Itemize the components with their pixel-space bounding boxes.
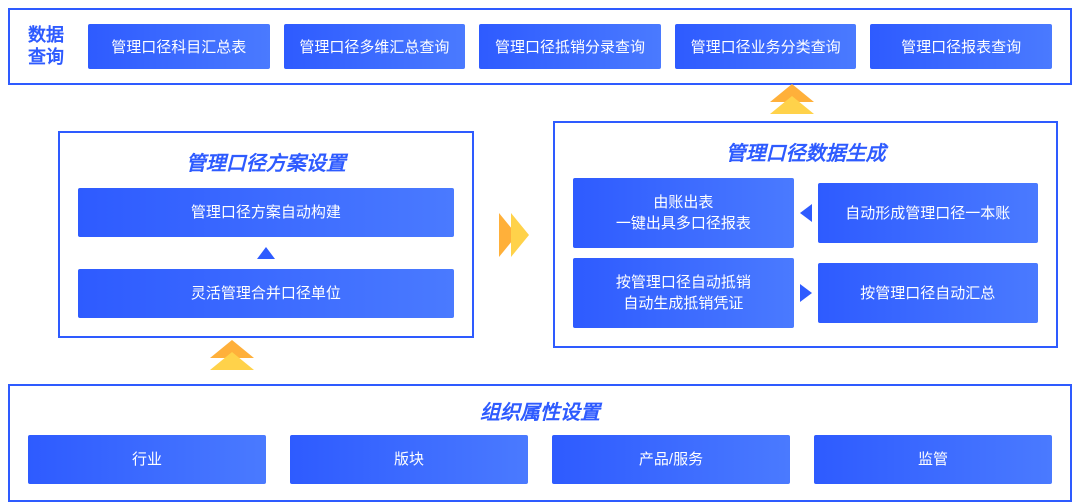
triangle-right-icon [800,284,812,302]
report-output-line2: 一键出具多口径报表 [616,213,751,234]
middle-row: 管理口径方案设置 管理口径方案自动构建 灵活管理合并口径单位 管理口径数据生成 … [8,121,1072,348]
org-regulation-box[interactable]: 监管 [814,435,1052,484]
org-product-box[interactable]: 产品/服务 [552,435,790,484]
data-gen-panel: 管理口径数据生成 由账出表 一键出具多口径报表 自动形成管理口径一本账 按管理口… [553,121,1058,348]
org-industry-box[interactable]: 行业 [28,435,266,484]
data-query-items: 管理口径科目汇总表 管理口径多维汇总查询 管理口径抵销分录查询 管理口径业务分类… [88,24,1052,69]
query-tab-multidim-summary[interactable]: 管理口径多维汇总查询 [284,24,466,69]
triangle-left-icon [800,204,812,222]
data-gen-grid: 由账出表 一键出具多口径报表 自动形成管理口径一本账 按管理口径自动抵销 自动生… [573,178,1038,328]
report-output-box[interactable]: 由账出表 一键出具多口径报表 [573,178,793,248]
auto-elimination-line2: 自动生成抵销凭证 [616,293,751,314]
data-gen-title: 管理口径数据生成 [573,137,1038,166]
org-segment-box[interactable]: 版块 [290,435,528,484]
auto-elimination-box[interactable]: 按管理口径自动抵销 自动生成抵销凭证 [573,258,793,328]
auto-build-scheme-box[interactable]: 管理口径方案自动构建 [78,188,454,237]
query-tab-report[interactable]: 管理口径报表查询 [870,24,1052,69]
auto-elimination-line1: 按管理口径自动抵销 [616,272,751,293]
arrow-right-icon [484,205,543,265]
query-tab-subject-summary[interactable]: 管理口径科目汇总表 [88,24,270,69]
scheme-setup-stack: 管理口径方案自动构建 灵活管理合并口径单位 [78,188,454,318]
auto-summary-box[interactable]: 按管理口径自动汇总 [818,263,1038,323]
arrow-up-icon-2 [210,340,254,370]
data-query-label: 数据查询 [28,25,72,68]
scheme-setup-title: 管理口径方案设置 [78,147,454,176]
query-tab-elimination-entry[interactable]: 管理口径抵销分录查询 [479,24,661,69]
report-output-line1: 由账出表 [616,192,751,213]
auto-ledger-box[interactable]: 自动形成管理口径一本账 [818,183,1038,243]
scheme-setup-panel: 管理口径方案设置 管理口径方案自动构建 灵活管理合并口径单位 [58,131,474,338]
flexible-unit-manage-box[interactable]: 灵活管理合并口径单位 [78,269,454,318]
org-attr-title: 组织属性设置 [28,396,1052,425]
data-query-section: 数据查询 管理口径科目汇总表 管理口径多维汇总查询 管理口径抵销分录查询 管理口… [8,8,1072,85]
arrow-up-icon [770,84,814,114]
query-tab-business-class[interactable]: 管理口径业务分类查询 [675,24,857,69]
org-attr-items: 行业 版块 产品/服务 监管 [28,435,1052,484]
triangle-up-icon [257,247,275,259]
org-attr-section: 组织属性设置 行业 版块 产品/服务 监管 [8,384,1072,502]
